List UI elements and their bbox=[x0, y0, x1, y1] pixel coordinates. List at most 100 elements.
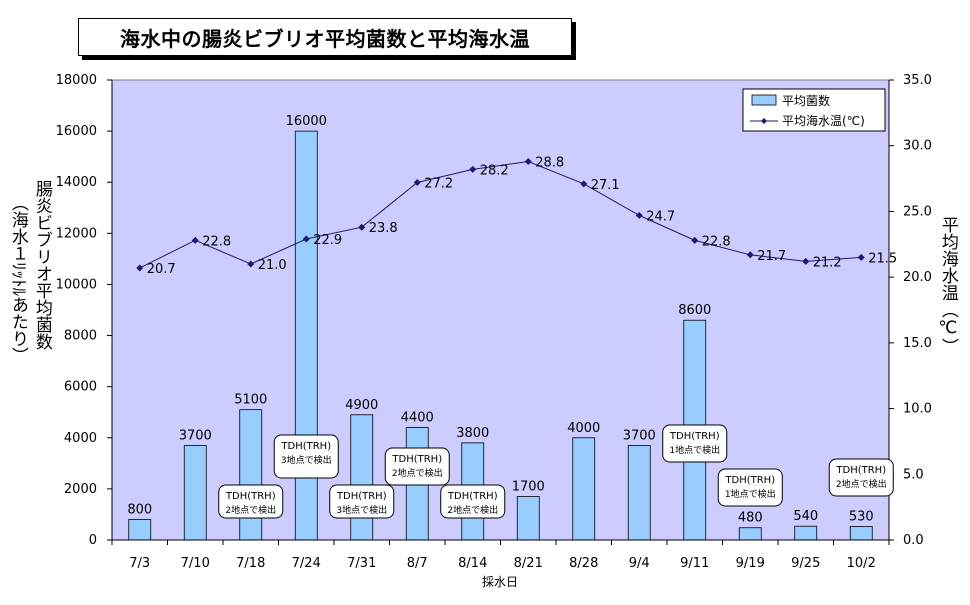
x-tick-label: 8/14 bbox=[458, 556, 487, 571]
y-left-tick-label: 16000 bbox=[56, 124, 97, 139]
bar-value-label: 3700 bbox=[623, 428, 656, 443]
temperature-value-label: 22.8 bbox=[202, 234, 231, 249]
y-left-tick-label: 10000 bbox=[56, 277, 97, 292]
y-left-tick-label: 0 bbox=[89, 533, 97, 548]
temperature-marker bbox=[524, 157, 532, 165]
bar-value-label: 4400 bbox=[401, 411, 434, 426]
temperature-marker bbox=[302, 235, 310, 243]
y-axis-left-label-main: 腸炎ビブリオ平均菌数 bbox=[31, 180, 52, 350]
temperature-value-label: 21.7 bbox=[757, 249, 786, 264]
annotation-line1: TDH(TRH) bbox=[336, 491, 387, 502]
y-left-tick-label: 2000 bbox=[64, 482, 97, 497]
y-right-tick-label: 10.0 bbox=[903, 402, 932, 417]
annotation-line2: 2地点で検出 bbox=[392, 467, 443, 479]
x-tick-label: 8/21 bbox=[514, 556, 543, 571]
temperature-value-label: 20.7 bbox=[147, 262, 176, 277]
y-left-tick-label: 12000 bbox=[56, 226, 97, 241]
annotation-line2: 1地点で検出 bbox=[669, 444, 720, 456]
y-right-tick-label: 15.0 bbox=[903, 336, 932, 351]
y-right-tick-label: 25.0 bbox=[903, 204, 932, 219]
annotation-line1: TDH(TRH) bbox=[391, 454, 442, 465]
x-tick-label: 9/4 bbox=[629, 556, 650, 571]
temperature-marker bbox=[635, 211, 643, 219]
annotation-box bbox=[329, 484, 395, 519]
legend-box bbox=[742, 88, 886, 132]
temperature-marker bbox=[413, 179, 421, 187]
annotation-box bbox=[218, 484, 284, 519]
annotation-box bbox=[717, 468, 783, 507]
temperature-marker bbox=[358, 223, 366, 231]
annotation-line1: TDH(TRH) bbox=[724, 475, 775, 486]
x-tick-label: 9/11 bbox=[680, 556, 709, 571]
bar-value-label: 540 bbox=[793, 509, 818, 524]
bar-value-label: 800 bbox=[127, 503, 152, 518]
temperature-marker bbox=[136, 264, 144, 272]
bar-7/31 bbox=[350, 414, 374, 541]
bar-value-label: 4000 bbox=[567, 421, 600, 436]
x-tick-label: 7/24 bbox=[292, 556, 321, 571]
temperature-value-label: 27.1 bbox=[591, 178, 620, 193]
annotation-box bbox=[828, 458, 894, 497]
x-axis-label: 採水日 bbox=[482, 575, 518, 589]
x-tick-label: 8/7 bbox=[407, 556, 428, 571]
legend-swatch-marker bbox=[761, 118, 767, 124]
bar-9/11 bbox=[683, 319, 707, 541]
legend-label-bars: 平均菌数 bbox=[782, 93, 830, 108]
x-tick-label: 10/2 bbox=[847, 556, 876, 571]
temperature-value-label: 22.8 bbox=[702, 234, 731, 249]
x-tick-label: 7/31 bbox=[347, 556, 376, 571]
temperature-value-label: 21.0 bbox=[258, 258, 287, 273]
bar-9/4 bbox=[627, 445, 651, 541]
legend-label-line: 平均海水温(℃) bbox=[782, 113, 865, 128]
annotation-box bbox=[662, 424, 728, 463]
bar-value-label: 4900 bbox=[345, 398, 378, 413]
bar-7/24 bbox=[294, 130, 318, 541]
bar-value-label: 3800 bbox=[456, 426, 489, 441]
annotation-line2: 2地点で検出 bbox=[447, 504, 498, 516]
bar-value-label: 1700 bbox=[512, 480, 545, 495]
bar-8/28 bbox=[572, 437, 596, 541]
y-left-tick-label: 8000 bbox=[64, 329, 97, 344]
bar-value-label: 530 bbox=[849, 509, 874, 524]
x-tick-label: 7/10 bbox=[181, 556, 210, 571]
temperature-marker bbox=[191, 236, 199, 244]
bar-value-label: 3700 bbox=[179, 428, 212, 443]
bar-9/25 bbox=[794, 525, 818, 541]
bar-9/19 bbox=[738, 527, 762, 541]
annotation-box bbox=[384, 447, 450, 486]
temperature-value-label: 27.2 bbox=[424, 177, 453, 192]
temperature-marker bbox=[469, 165, 477, 173]
plot-area bbox=[111, 79, 890, 541]
temperature-value-label: 24.7 bbox=[646, 209, 675, 224]
bar-7/10 bbox=[183, 445, 207, 541]
y-left-tick-label: 18000 bbox=[56, 73, 97, 88]
y-right-tick-label: 35.0 bbox=[903, 73, 932, 88]
chart-title: 海水中の腸炎ビブリオ平均菌数と平均海水温 bbox=[78, 18, 572, 56]
y-right-tick-label: 20.0 bbox=[903, 270, 932, 285]
x-tick-label: 9/19 bbox=[736, 556, 765, 571]
annotation-line2: 2地点で検出 bbox=[836, 478, 887, 490]
bar-value-label: 480 bbox=[738, 511, 763, 526]
legend: 平均菌数 平均海水温(℃) bbox=[742, 88, 886, 132]
annotation-line2: 3地点で検出 bbox=[281, 454, 332, 466]
temperature-value-label: 28.2 bbox=[480, 163, 509, 178]
temperature-marker bbox=[857, 253, 865, 261]
y-left-tick-label: 14000 bbox=[56, 175, 97, 190]
temperature-value-label: 22.9 bbox=[313, 233, 342, 248]
x-tick-label: 9/25 bbox=[791, 556, 820, 571]
temperature-line bbox=[139, 160, 862, 269]
bar-value-label: 16000 bbox=[286, 114, 327, 129]
annotation-line1: TDH(TRH) bbox=[225, 491, 276, 502]
temperature-marker bbox=[247, 260, 255, 268]
y-axis-right-label: 平均海水温（℃） bbox=[937, 216, 958, 355]
annotation-line1: TDH(TRH) bbox=[447, 491, 498, 502]
y-left-tick-label: 4000 bbox=[64, 431, 97, 446]
annotation-line2: 1地点で検出 bbox=[725, 488, 776, 500]
temperature-marker bbox=[691, 236, 699, 244]
annotation-line1: TDH(TRH) bbox=[835, 465, 886, 476]
annotation-line2: 2地点で検出 bbox=[225, 504, 276, 516]
temperature-value-label: 28.8 bbox=[535, 155, 564, 170]
annotation-line1: TDH(TRH) bbox=[669, 431, 720, 442]
legend-swatch-bars bbox=[751, 94, 777, 106]
